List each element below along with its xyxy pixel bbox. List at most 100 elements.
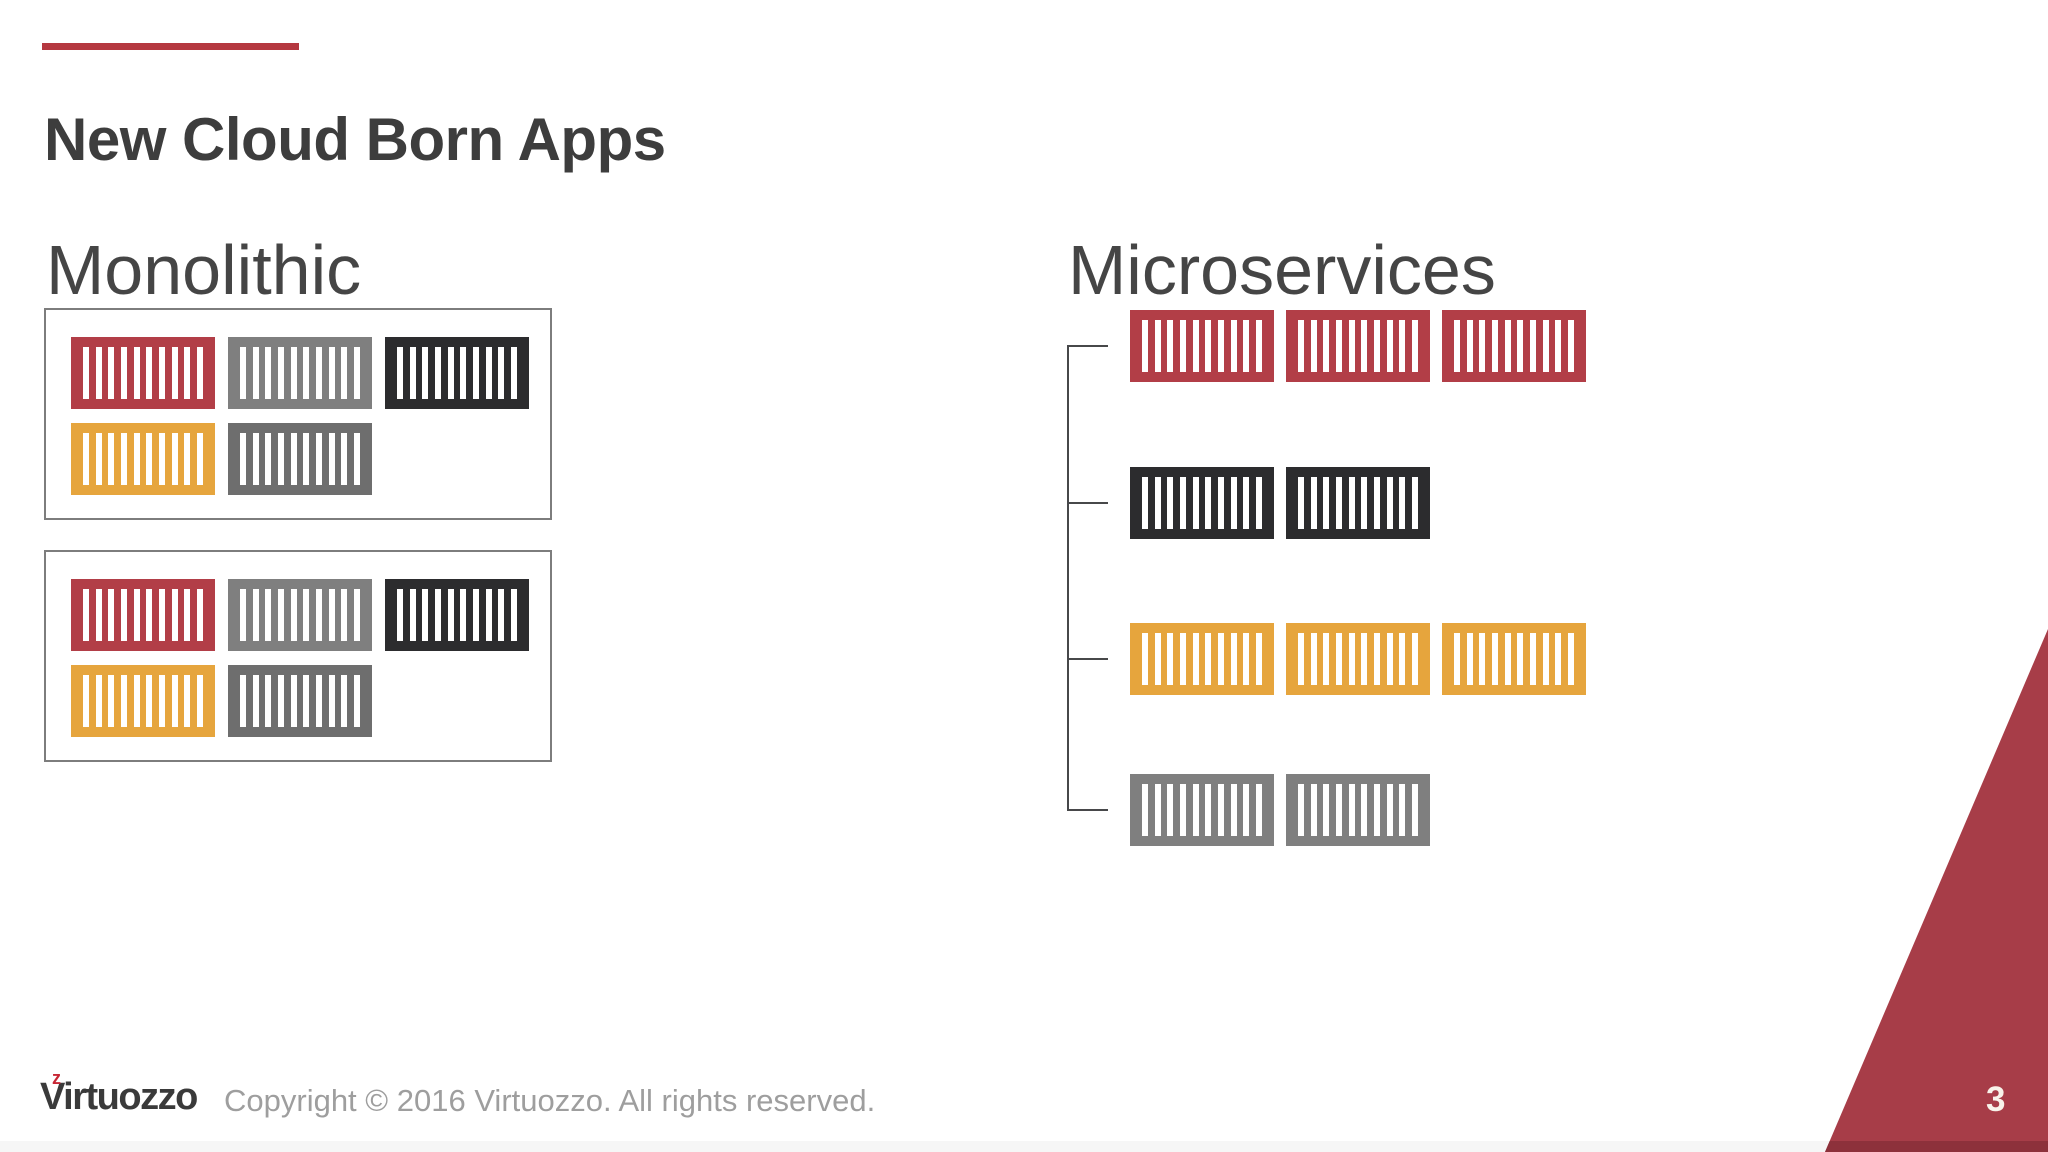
corner-triangle-edge [1825,1141,2048,1152]
container-stripe [146,347,153,399]
container-stripe [1323,477,1330,529]
container-stripe [1386,477,1393,529]
container-stripe [1154,633,1161,685]
container-stripe [303,675,310,727]
container-stripe [83,589,89,641]
container-stripe [265,347,272,399]
container-icon-gray [1130,774,1274,846]
container-stripe [1255,320,1262,372]
container-stripe [1310,633,1317,685]
container-stripe [341,433,348,485]
container-stripe [1399,784,1406,836]
container-stripe [498,589,505,641]
container-stripe [1504,320,1511,372]
microservice-row [1130,467,1430,539]
container-stripe [1411,477,1418,529]
container-stripe [1205,320,1212,372]
container-stripe [1167,320,1174,372]
container-stripe [1142,784,1148,836]
container-row [71,665,550,737]
container-stripe [290,675,297,727]
container-stripe [171,347,178,399]
container-stripe [196,589,203,641]
container-row [71,337,550,409]
container-stripe [1192,633,1199,685]
container-stripe [1255,784,1262,836]
container-stripe [240,675,246,727]
container-icon-red [71,337,215,409]
container-stripe [95,589,102,641]
container-stripe [1567,633,1574,685]
container-stripe [1154,320,1161,372]
container-stripe [1399,477,1406,529]
container-stripe [1192,784,1199,836]
container-stripe [1179,477,1186,529]
container-icon-red [1286,310,1430,382]
container-stripe [1298,784,1304,836]
container-stripe [1454,633,1460,685]
container-stripe [1217,320,1224,372]
container-stripe [83,347,89,399]
container-stripe [1466,633,1473,685]
container-stripe [120,433,127,485]
microservice-row [1130,774,1430,846]
container-stripe [277,433,284,485]
container-stripe [133,675,140,727]
container-stripe [1323,320,1330,372]
connector-vertical-line [1067,345,1069,811]
container-stripe [1361,320,1368,372]
container-stripe [265,589,272,641]
container-stripe [1399,320,1406,372]
slide-title: New Cloud Born Apps [44,106,666,174]
container-stripe [303,589,310,641]
container-icon-red [1130,310,1274,382]
container-icon-dark [385,579,529,651]
container-stripe [315,589,322,641]
container-stripe [146,675,153,727]
container-stripe [184,675,191,727]
container-stripe [1386,784,1393,836]
container-stripe [1466,320,1473,372]
container-stripe [353,675,360,727]
container-stripe [1335,320,1342,372]
container-stripe [1567,320,1574,372]
container-stripe [171,675,178,727]
page-number: 3 [1986,1080,2006,1119]
container-stripe [1192,477,1199,529]
container-stripe [315,347,322,399]
container-icon-gray [1286,774,1430,846]
container-icon-orange [71,665,215,737]
container-stripe [341,675,348,727]
container-stripe [447,589,454,641]
container-stripe [1179,633,1186,685]
container-stripe [1411,320,1418,372]
container-stripe [1323,633,1330,685]
container-stripe [1348,633,1355,685]
container-stripe [1217,633,1224,685]
container-stripe [240,433,246,485]
container-stripe [1361,784,1368,836]
container-stripe [328,675,335,727]
container-row [71,579,550,651]
container-stripe [1179,784,1186,836]
container-stripe [1142,477,1148,529]
container-stripe [1454,320,1460,372]
container-stripe [353,347,360,399]
container-stripe [290,589,297,641]
container-stripe [1298,320,1304,372]
container-stripe [83,433,89,485]
container-stripe [1142,320,1148,372]
container-stripe [353,433,360,485]
container-stripe [158,675,165,727]
container-stripe [171,433,178,485]
container-stripe [184,347,191,399]
container-stripe [158,589,165,641]
container-stripe [1542,633,1549,685]
connector-branch [1067,345,1108,347]
container-stripe [303,433,310,485]
container-stripe [1335,477,1342,529]
container-stripe [1555,320,1562,372]
container-stripe [277,347,284,399]
container-stripe [510,589,517,641]
container-stripe [184,589,191,641]
